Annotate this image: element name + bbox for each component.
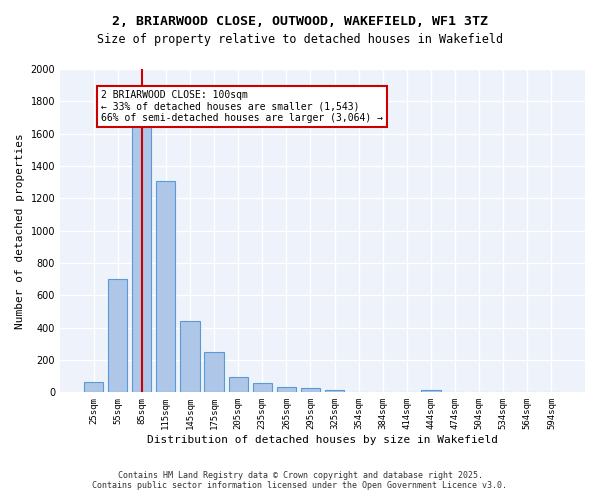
Bar	[253, 384, 272, 392]
Bar	[108, 279, 127, 392]
Text: 2, BRIARWOOD CLOSE, OUTWOOD, WAKEFIELD, WF1 3TZ: 2, BRIARWOOD CLOSE, OUTWOOD, WAKEFIELD, …	[112, 15, 488, 28]
Bar	[84, 382, 103, 392]
Bar	[301, 388, 320, 392]
Bar	[277, 388, 296, 392]
Bar	[156, 180, 175, 392]
Bar	[229, 377, 248, 392]
Bar	[181, 321, 200, 392]
Text: 2 BRIARWOOD CLOSE: 100sqm
← 33% of detached houses are smaller (1,543)
66% of se: 2 BRIARWOOD CLOSE: 100sqm ← 33% of detac…	[101, 90, 383, 123]
Bar	[421, 390, 440, 392]
Y-axis label: Number of detached properties: Number of detached properties	[15, 133, 25, 328]
Text: Contains HM Land Registry data © Crown copyright and database right 2025.
Contai: Contains HM Land Registry data © Crown c…	[92, 470, 508, 490]
X-axis label: Distribution of detached houses by size in Wakefield: Distribution of detached houses by size …	[147, 435, 498, 445]
Text: Size of property relative to detached houses in Wakefield: Size of property relative to detached ho…	[97, 32, 503, 46]
Bar	[325, 390, 344, 392]
Bar	[132, 126, 151, 392]
Bar	[205, 352, 224, 393]
